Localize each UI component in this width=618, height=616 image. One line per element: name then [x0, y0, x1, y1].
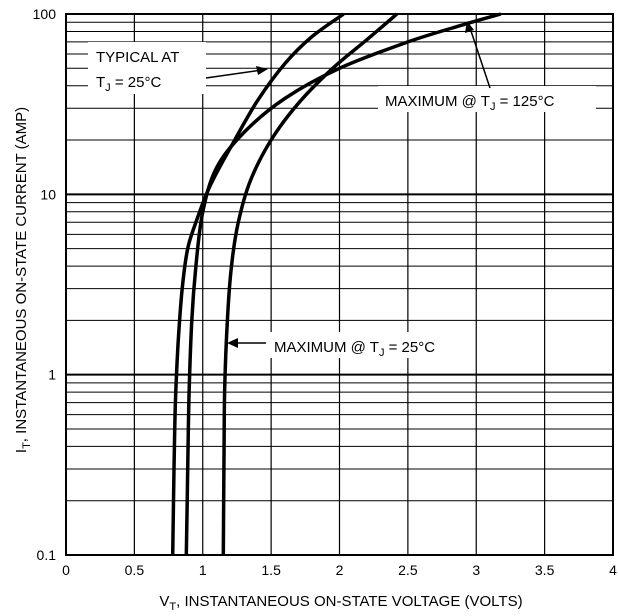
x-tick-label: 1 [199, 562, 207, 578]
x-tick-label: 0 [62, 562, 70, 578]
typical-arrow-line [205, 69, 263, 79]
max125-arrow-head [465, 21, 474, 33]
curves [170, 12, 502, 556]
typical-arrow-head [256, 66, 268, 75]
series-line-max-125 [184, 12, 502, 556]
x-tick-label: 1.5 [261, 562, 281, 578]
max25-label: MAXIMUM @ TJ = 25°C [274, 339, 435, 359]
typical-label-line1: TYPICAL AT [96, 49, 179, 66]
max25-arrow-head [227, 338, 238, 348]
y-tick-label: 100 [33, 6, 57, 22]
max125-arrow-line [469, 27, 491, 89]
series-line-typical-25 [170, 12, 345, 556]
x-tick-label: 2 [336, 562, 344, 578]
x-tick-label: 3.5 [535, 562, 555, 578]
y-tick-label: 10 [40, 186, 56, 202]
y-tick-label: 0.1 [37, 547, 57, 563]
plot-frame [65, 13, 614, 556]
y-tick-label: 1 [48, 367, 56, 383]
series-line-max-25 [221, 12, 399, 556]
x-tick-label: 0.5 [125, 562, 145, 578]
annotation-arrows [205, 21, 491, 348]
max25-label-bg [268, 332, 472, 358]
x-tick-label: 4 [609, 562, 617, 578]
x-tick-label: 3 [472, 562, 480, 578]
max125-label: MAXIMUM @ TJ = 125°C [385, 93, 555, 113]
max125-label-bg [378, 86, 596, 112]
typical-label-bg [88, 42, 206, 94]
x-tick-label: 2.5 [398, 562, 418, 578]
typical-label-line2: TJ = 25°C [96, 74, 161, 94]
y-axis-label: IT, INSTANTANEOUS ON-STATE CURRENT (AMP) [13, 107, 33, 453]
x-axis-label: VT, INSTANTANEOUS ON-STATE VOLTAGE (VOLT… [159, 593, 522, 613]
tick-labels: 0 0.5 1 1.5 2 2.5 3 3.5 4 0.1 1 10 100 [33, 6, 617, 578]
